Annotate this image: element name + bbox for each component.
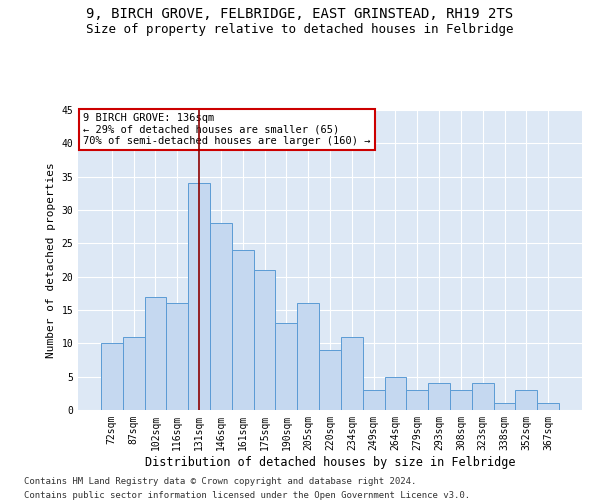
Bar [166,304,188,410]
Bar [188,184,210,410]
Bar [101,344,123,410]
Bar [472,384,494,410]
Text: 9 BIRCH GROVE: 136sqm
← 29% of detached houses are smaller (65)
70% of semi-deta: 9 BIRCH GROVE: 136sqm ← 29% of detached … [83,113,371,146]
Bar [210,224,232,410]
Text: Contains HM Land Registry data © Crown copyright and database right 2024.: Contains HM Land Registry data © Crown c… [24,478,416,486]
Bar [254,270,275,410]
Bar [123,336,145,410]
Bar [450,390,472,410]
Bar [406,390,428,410]
Text: Contains public sector information licensed under the Open Government Licence v3: Contains public sector information licen… [24,491,470,500]
Bar [275,324,297,410]
Bar [145,296,166,410]
Bar [428,384,450,410]
X-axis label: Distribution of detached houses by size in Felbridge: Distribution of detached houses by size … [145,456,515,468]
Bar [537,404,559,410]
Bar [319,350,341,410]
Bar [297,304,319,410]
Bar [385,376,406,410]
Bar [232,250,254,410]
Text: Size of property relative to detached houses in Felbridge: Size of property relative to detached ho… [86,22,514,36]
Bar [363,390,385,410]
Y-axis label: Number of detached properties: Number of detached properties [46,162,56,358]
Bar [341,336,363,410]
Bar [494,404,515,410]
Text: 9, BIRCH GROVE, FELBRIDGE, EAST GRINSTEAD, RH19 2TS: 9, BIRCH GROVE, FELBRIDGE, EAST GRINSTEA… [86,8,514,22]
Bar [515,390,537,410]
